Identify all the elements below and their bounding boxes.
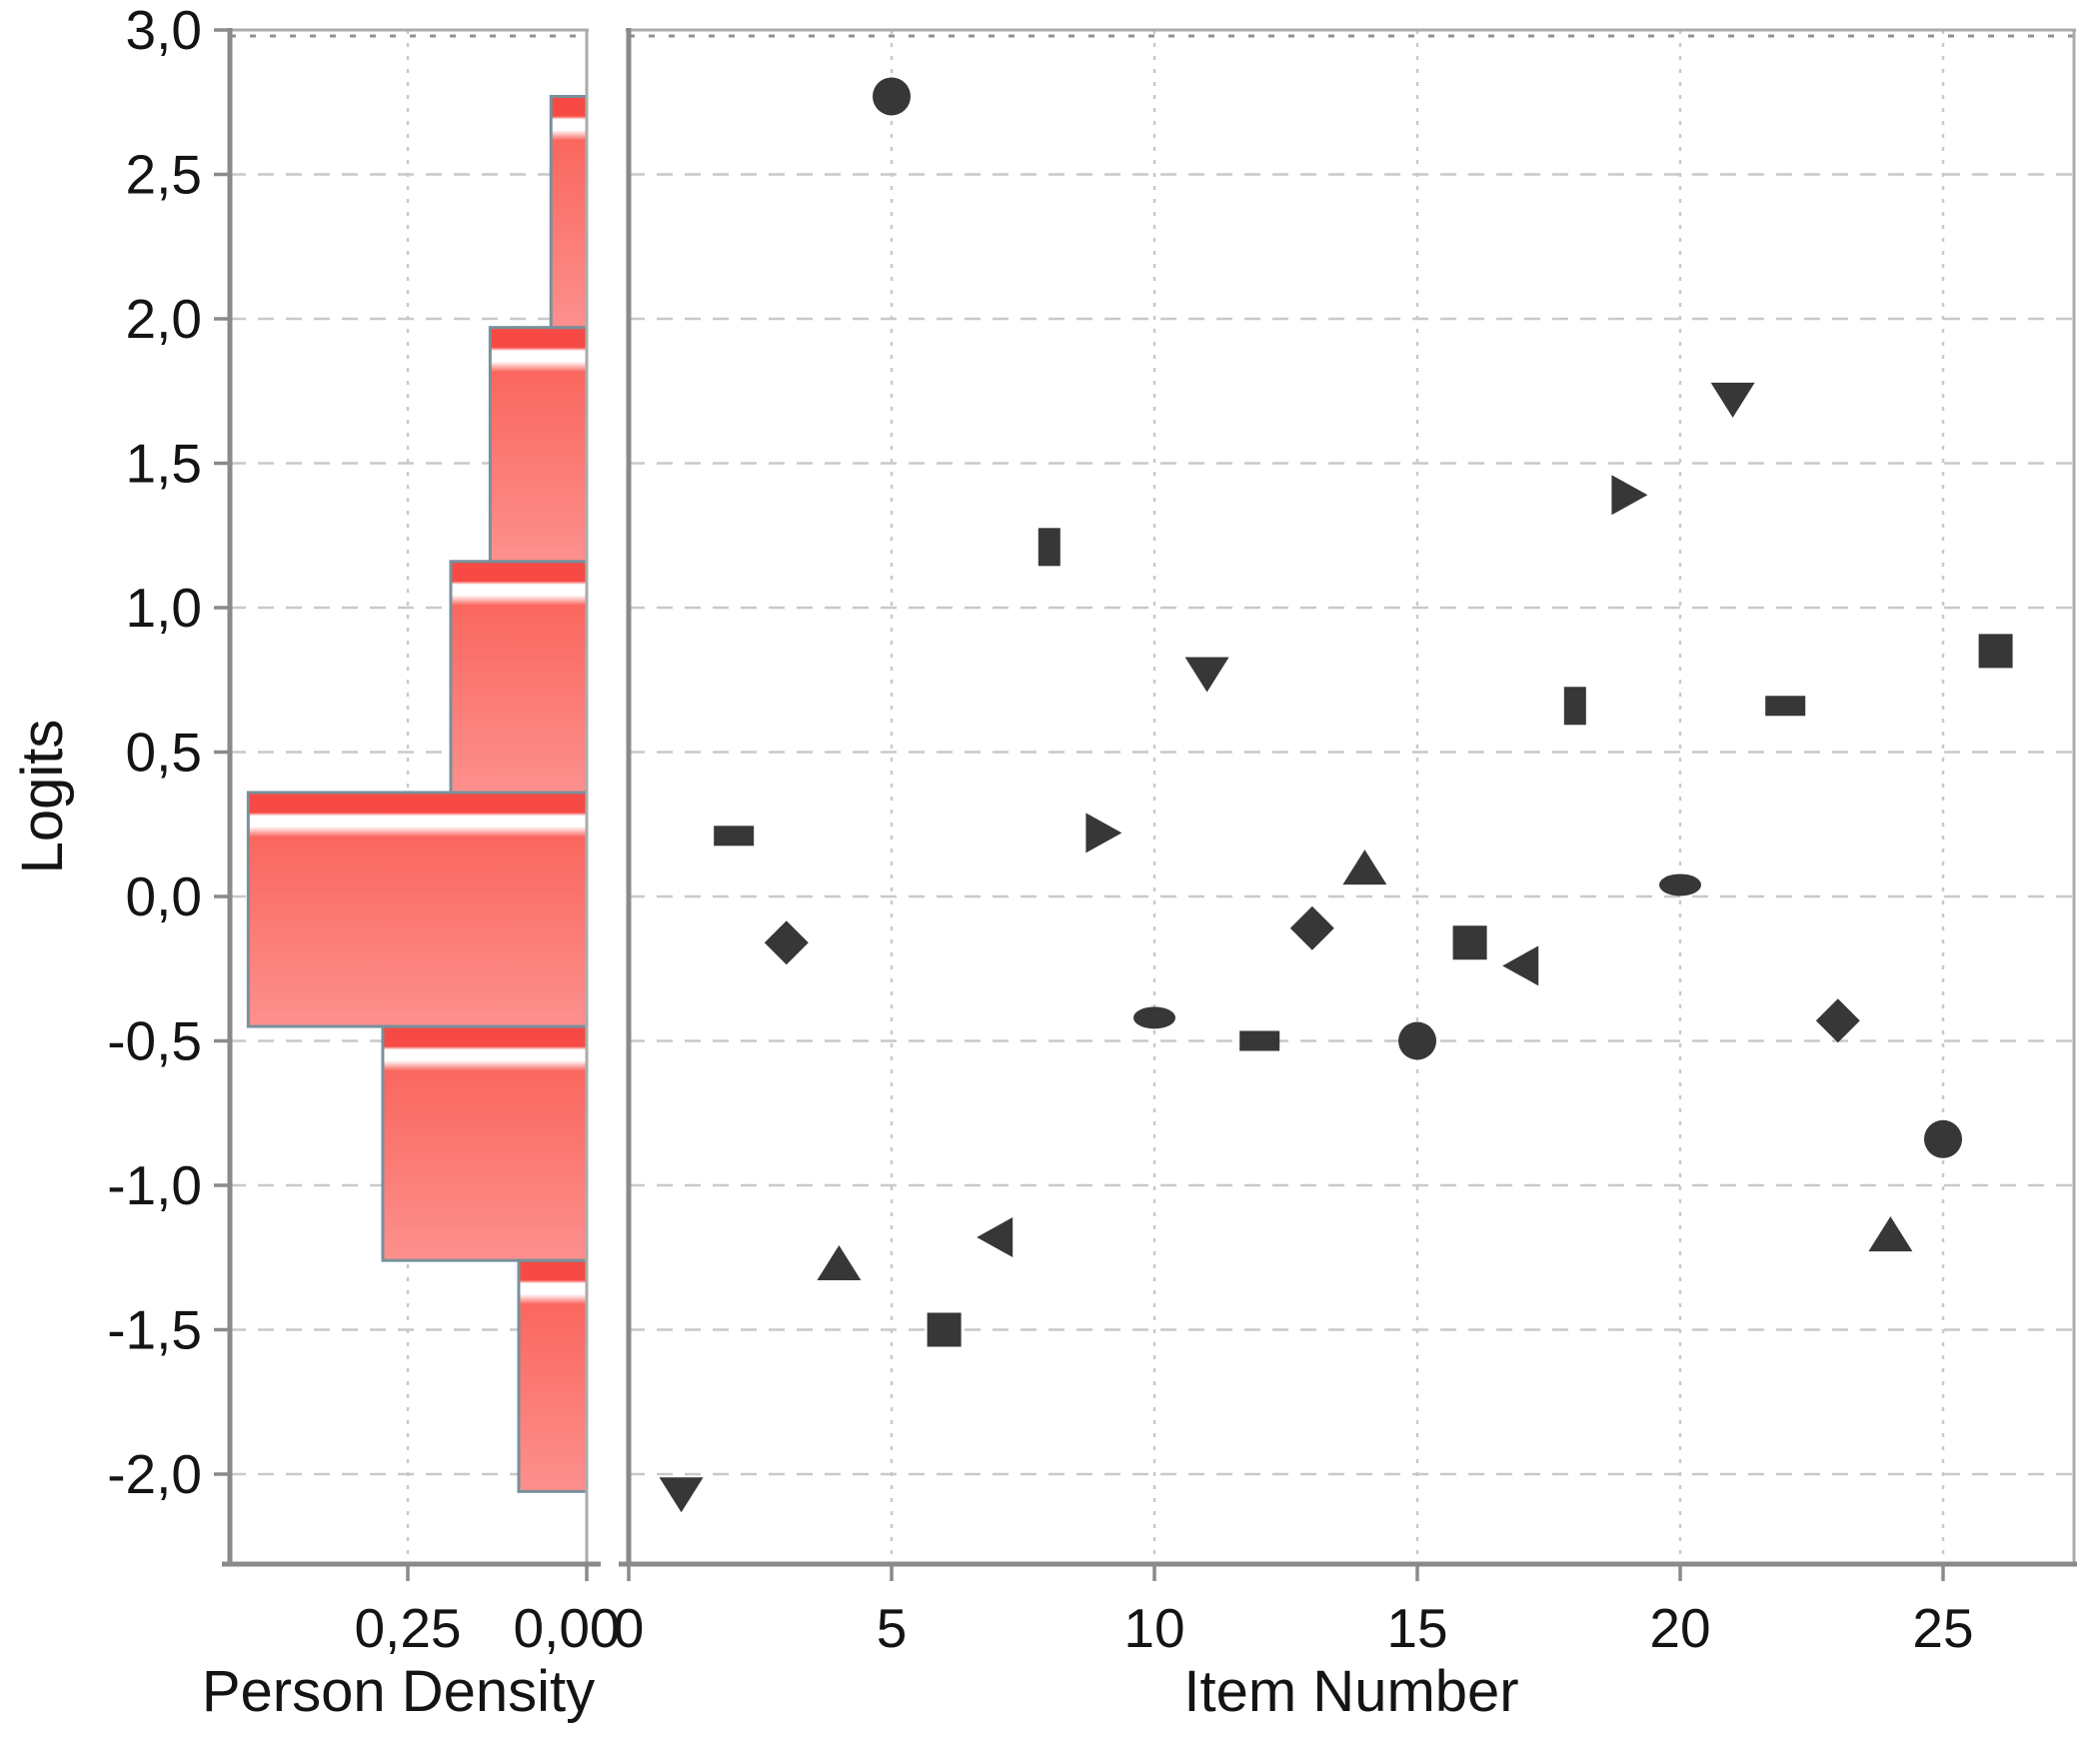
histogram-x-tick-label: 0,25 [354, 1597, 461, 1659]
scatter-x-tick-label: 15 [1386, 1597, 1447, 1659]
density-bar [449, 560, 589, 795]
y-tick-label: 1,5 [126, 433, 202, 495]
scatter-point-item-21 [1710, 382, 1755, 418]
scatter-x-tick-label: 10 [1123, 1597, 1184, 1659]
histogram-x-axis-title: Person Density [202, 1659, 595, 1724]
density-bar [549, 94, 589, 330]
scatter-x-axis-title: Item Number [1183, 1659, 1518, 1724]
scatter-point-item-4 [817, 1245, 862, 1281]
scatter-point-item-2 [714, 826, 755, 847]
scatter-point-item-6 [927, 1312, 962, 1347]
y-tick-label: 1,0 [126, 577, 202, 639]
scatter-point-item-24 [1868, 1216, 1913, 1252]
density-bar [517, 1258, 589, 1493]
scatter-point-item-8 [1038, 528, 1060, 567]
y-tick-label: -1,0 [107, 1154, 202, 1216]
scatter-point-item-16 [1452, 925, 1487, 960]
histogram-panel [246, 94, 589, 1493]
scatter-point-item-11 [1184, 657, 1229, 693]
scatter-point-item-7 [977, 1217, 1014, 1258]
scatter-point-item-25 [1924, 1119, 1962, 1158]
scatter-point-item-15 [1398, 1021, 1436, 1060]
scatter-point-item-19 [1611, 475, 1648, 516]
scatter-point-item-13 [1289, 905, 1334, 950]
y-tick-label: 0,5 [126, 722, 202, 784]
y-axis-title: Logits [10, 720, 75, 874]
scatter-point-item-14 [1342, 850, 1387, 885]
scatter-point-item-18 [1563, 687, 1586, 726]
scatter-point-item-10 [1133, 1006, 1175, 1029]
scatter-point-item-3 [764, 920, 809, 965]
scatter-point-item-5 [873, 77, 911, 116]
scatter-x-tick-label: 25 [1912, 1597, 1973, 1659]
scatter-point-item-12 [1239, 1030, 1280, 1051]
y-tick-label: 2,5 [126, 144, 202, 206]
y-tick-label: -0,5 [107, 1010, 202, 1072]
y-tick-label: 3,0 [126, 0, 202, 61]
scatter-point-item-1 [659, 1477, 704, 1513]
axes-frame [222, 28, 2077, 1567]
scatter-x-tick-label: 5 [877, 1597, 908, 1659]
scatter-point-item-23 [1815, 998, 1860, 1043]
scatter-point-item-17 [1502, 945, 1539, 986]
tick-marks [214, 28, 1945, 1581]
scatter-point-item-9 [1085, 813, 1122, 854]
density-bar [246, 791, 589, 1028]
density-bar [381, 1024, 589, 1262]
y-tick-label: 2,0 [126, 288, 202, 350]
histogram-x-tick-label: 0,00 [513, 1597, 620, 1659]
scatter-point-item-20 [1659, 874, 1701, 896]
y-tick-label: 0,0 [126, 866, 202, 927]
scatter-x-tick-label: 0 [614, 1597, 645, 1659]
scatter-point-item-22 [1765, 696, 1806, 717]
density-bar [488, 326, 589, 564]
scatter-point-item-26 [1978, 634, 2013, 669]
y-tick-label: -2,0 [107, 1443, 202, 1505]
scatter-x-tick-label: 20 [1649, 1597, 1710, 1659]
y-tick-label: -1,5 [107, 1299, 202, 1361]
scatter-panel [659, 77, 2013, 1513]
labels: 3,0 2,5 2,0 1,5 1,0 0,5 0,0 -0,5 -1,0 -1,5 -2,0 0,2… [10, 0, 1974, 1724]
